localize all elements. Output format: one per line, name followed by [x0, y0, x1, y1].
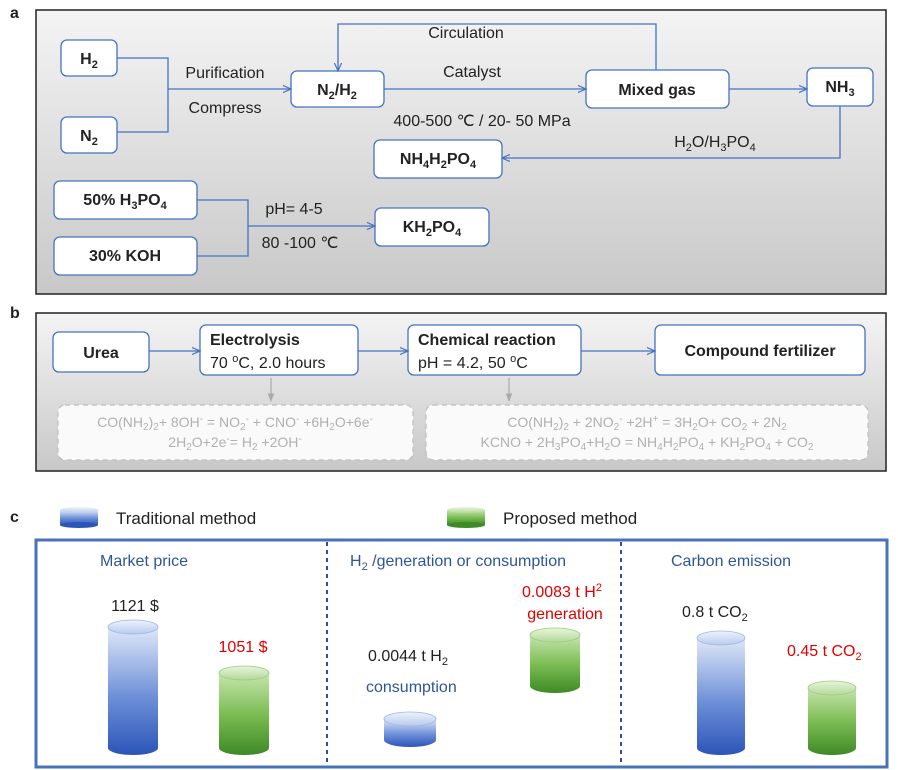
cyl-carbon-prop-body: [808, 688, 856, 755]
urea-label: Urea: [83, 345, 119, 362]
cyl-market-trad-body: [108, 627, 158, 755]
legend-proposed: Proposed method: [447, 507, 637, 528]
legend-traditional-label: Traditional method: [116, 509, 256, 528]
legend-proposed-cap: [447, 507, 485, 513]
legend-traditional-base: [60, 522, 98, 528]
n2h2-label: N2/H2: [317, 82, 357, 102]
electrolysis-title: Electrolysis: [210, 332, 300, 349]
carbon-proposed-value: 0.45 t CO2: [787, 643, 862, 663]
catalyst-label: Catalyst: [443, 64, 501, 81]
panel-a-letter: a: [10, 5, 19, 22]
n2-label: N2: [80, 128, 98, 148]
conditions-label: 400-500 ℃ / 20- 50 MPa: [393, 113, 570, 130]
panel-c-frame: [34, 538, 889, 769]
panel-b-letter: b: [10, 305, 20, 322]
cyl-carbon-trad-cap: [696, 630, 746, 646]
circulation-label: Circulation: [428, 25, 504, 42]
chemical-title: Chemical reaction: [418, 332, 556, 349]
chemical-conditions: pH = 4.2, 50 oC: [418, 353, 528, 372]
koh-label: 30% KOH: [89, 248, 161, 265]
carbon-emission-title: Carbon emission: [671, 553, 791, 570]
market-proposed-value: 1051 $: [219, 639, 268, 656]
kh2po4-label: KH2PO4: [403, 219, 462, 239]
electrolysis-conditions: 70 oC, 2.0 hours: [210, 353, 326, 372]
cyl-h2-prop-body: [530, 635, 580, 693]
h2-traditional-cylinder: [383, 711, 437, 747]
equation-4: KCNO + 2H3PO4+H2O = NH4H2PO4 + KH2PO4 + …: [481, 434, 814, 453]
panel-a-connectors: [117, 23, 841, 257]
legend-proposed-swatch: [447, 510, 485, 525]
compound-label: Compound fertilizer: [684, 343, 835, 360]
urea-box: [52, 331, 150, 373]
panel-b-boxes: [52, 324, 866, 376]
mixed-gas-label: Mixed gas: [618, 82, 695, 99]
salt-bracket: [197, 199, 249, 257]
electrolysis-equations-box: [57, 404, 414, 461]
arrow-to-nh4h2po4: [502, 106, 841, 158]
reaction-equations-box: [425, 404, 869, 461]
circulation-loop: [338, 23, 657, 71]
carbon-proposed-cylinder: [807, 680, 857, 755]
h3po4-label: 50% H3PO4: [83, 192, 167, 212]
ph-label: pH= 4-5: [265, 201, 322, 218]
cyl-carbon-prop-cap: [807, 680, 857, 696]
market-proposed-cylinder: [218, 665, 270, 755]
market-price-title: Market price: [100, 553, 188, 570]
market-traditional-cylinder: [107, 619, 159, 755]
cyl-h2-trad-cap: [383, 711, 437, 727]
equation-2: 2H2O+2e-= H2 +2OH-: [168, 434, 301, 453]
legend-proposed-base: [447, 522, 485, 528]
legend-traditional-cap: [60, 507, 98, 513]
legend-traditional: Traditional method: [60, 507, 256, 528]
feed-bracket: [117, 57, 169, 133]
h2-proposed-label: generation: [527, 606, 603, 623]
n2-box: [60, 116, 118, 154]
compress-label: Compress: [189, 100, 262, 117]
legend-proposed-label: Proposed method: [503, 509, 637, 528]
market-traditional-value: 1121 $: [111, 598, 159, 615]
cyl-h2-trad-body: [384, 719, 436, 747]
panel-b-equation-boxes: [57, 404, 869, 461]
nh3-label: NH3: [825, 79, 854, 99]
cyl-carbon-trad-body: [697, 638, 745, 755]
h2-traditional-value: 0.0044 t H2: [368, 648, 448, 668]
cyl-h2-prop-cap: [529, 627, 581, 643]
panel-c-letter: c: [10, 509, 19, 526]
h2o-h3po4-label: H2O/H3PO4: [674, 134, 756, 154]
h2-proposed-cylinder: [529, 627, 581, 693]
equation-1: CO(NH2)2+ 8OH- = NO2- + CNO- +6H2O+6e-: [97, 414, 373, 433]
h2-proposed-value: 0.0083 t H2: [522, 582, 602, 601]
cyl-market-prop-cap: [218, 665, 270, 681]
h2-section-title: H2 /generation or consumption: [350, 553, 566, 573]
panel-b-gray-arrows: [267, 378, 513, 402]
temp-label: 80 -100 ℃: [262, 235, 339, 252]
carbon-traditional-cylinder: [696, 630, 746, 755]
equation-3: CO(NH2)2 + 2NO2- +2H+ = 3H2O+ CO2 + 2N2: [507, 414, 787, 433]
nh4h2po4-label: NH4H2PO4: [400, 151, 477, 171]
cyl-market-prop-body: [219, 673, 269, 755]
cyl-market-trad-cap: [107, 619, 159, 635]
h2-label: H2: [80, 51, 98, 71]
h2-traditional-label: consumption: [366, 679, 457, 696]
purification-label: Purification: [185, 65, 264, 82]
legend-traditional-swatch: [60, 510, 98, 525]
carbon-traditional-value: 0.8 t CO2: [682, 604, 748, 624]
